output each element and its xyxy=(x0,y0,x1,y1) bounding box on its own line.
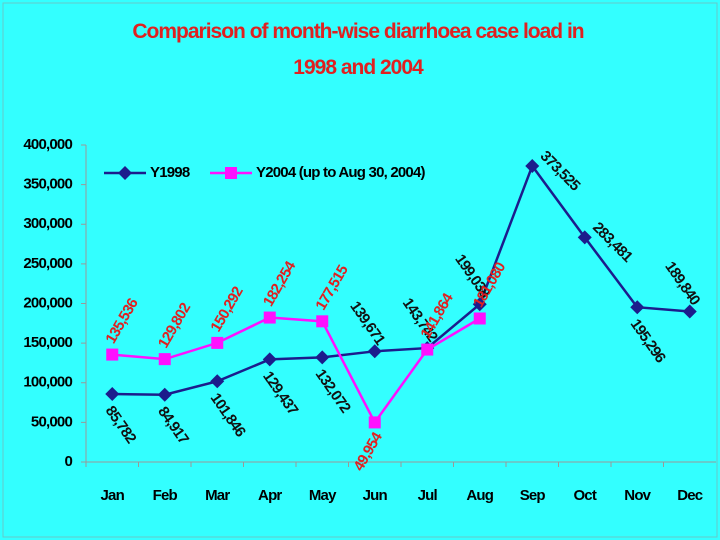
marker xyxy=(105,387,120,402)
legend-label: Y1998 xyxy=(150,164,190,181)
y-tick-label: 200,000 xyxy=(23,294,72,311)
marker xyxy=(577,230,592,245)
data-label: 283,481 xyxy=(589,219,636,266)
data-label: 84,917 xyxy=(154,404,192,448)
data-label: 189,840 xyxy=(661,259,703,309)
x-tick-label: Apr xyxy=(258,487,282,504)
data-label: 49,954 xyxy=(350,429,386,474)
data-label: 139,671 xyxy=(346,298,388,348)
x-tick-label: Nov xyxy=(624,487,651,504)
y-tick-label: 150,000 xyxy=(23,334,72,351)
data-label: 85,782 xyxy=(102,403,140,447)
marker xyxy=(630,300,645,315)
y-tick-label: 350,000 xyxy=(23,176,72,193)
legend-marker xyxy=(225,167,237,179)
series-line xyxy=(112,163,690,396)
marker xyxy=(157,387,172,402)
marker xyxy=(367,344,382,359)
marker xyxy=(525,158,540,173)
x-tick-label: May xyxy=(309,487,337,504)
chart-title: Comparison of month-wise diarrhoea case … xyxy=(132,20,583,79)
y-tick-label: 50,000 xyxy=(31,413,73,430)
marker xyxy=(368,416,381,429)
data-label: 150,292 xyxy=(207,284,246,335)
y-tick-label: 250,000 xyxy=(23,255,72,272)
data-label: 132,072 xyxy=(312,366,354,416)
marker xyxy=(682,304,697,319)
y-tick-label: 300,000 xyxy=(23,215,72,232)
x-tick-label: Jun xyxy=(363,487,388,504)
x-tick-label: Mar xyxy=(205,487,230,504)
marker xyxy=(473,312,486,325)
data-label: 135,536 xyxy=(102,296,141,347)
data-label: 182,254 xyxy=(260,258,300,310)
y-tick-label: 400,000 xyxy=(23,136,72,153)
x-tick-label: Sep xyxy=(520,487,546,504)
legend-label: Y2004 (up to Aug 30, 2004) xyxy=(256,164,426,181)
y-tick-label: 100,000 xyxy=(23,374,72,391)
y-tick-label: 0 xyxy=(64,453,72,470)
x-tick-label: Jan xyxy=(101,487,125,504)
marker xyxy=(211,336,224,349)
marker xyxy=(315,350,330,365)
data-label: 129,802 xyxy=(155,300,194,351)
data-label: 129,437 xyxy=(259,368,301,418)
marker xyxy=(158,353,171,366)
data-label: 101,846 xyxy=(207,390,249,440)
marker xyxy=(421,343,434,356)
data-label: 373,525 xyxy=(537,148,584,195)
x-tick-label: Feb xyxy=(153,487,178,504)
data-label: 177,515 xyxy=(312,262,351,313)
marker xyxy=(262,352,277,367)
marker xyxy=(210,374,225,389)
x-tick-label: Jul xyxy=(418,487,438,504)
marker xyxy=(263,311,276,324)
x-tick-label: Dec xyxy=(677,487,703,504)
marker xyxy=(106,348,119,361)
x-tick-label: Oct xyxy=(573,487,596,504)
marker xyxy=(472,297,487,312)
marker xyxy=(316,315,329,328)
legend-marker xyxy=(118,166,132,180)
x-tick-label: Aug xyxy=(466,487,493,504)
series-line xyxy=(112,316,481,425)
data-label: 195,296 xyxy=(627,316,669,366)
